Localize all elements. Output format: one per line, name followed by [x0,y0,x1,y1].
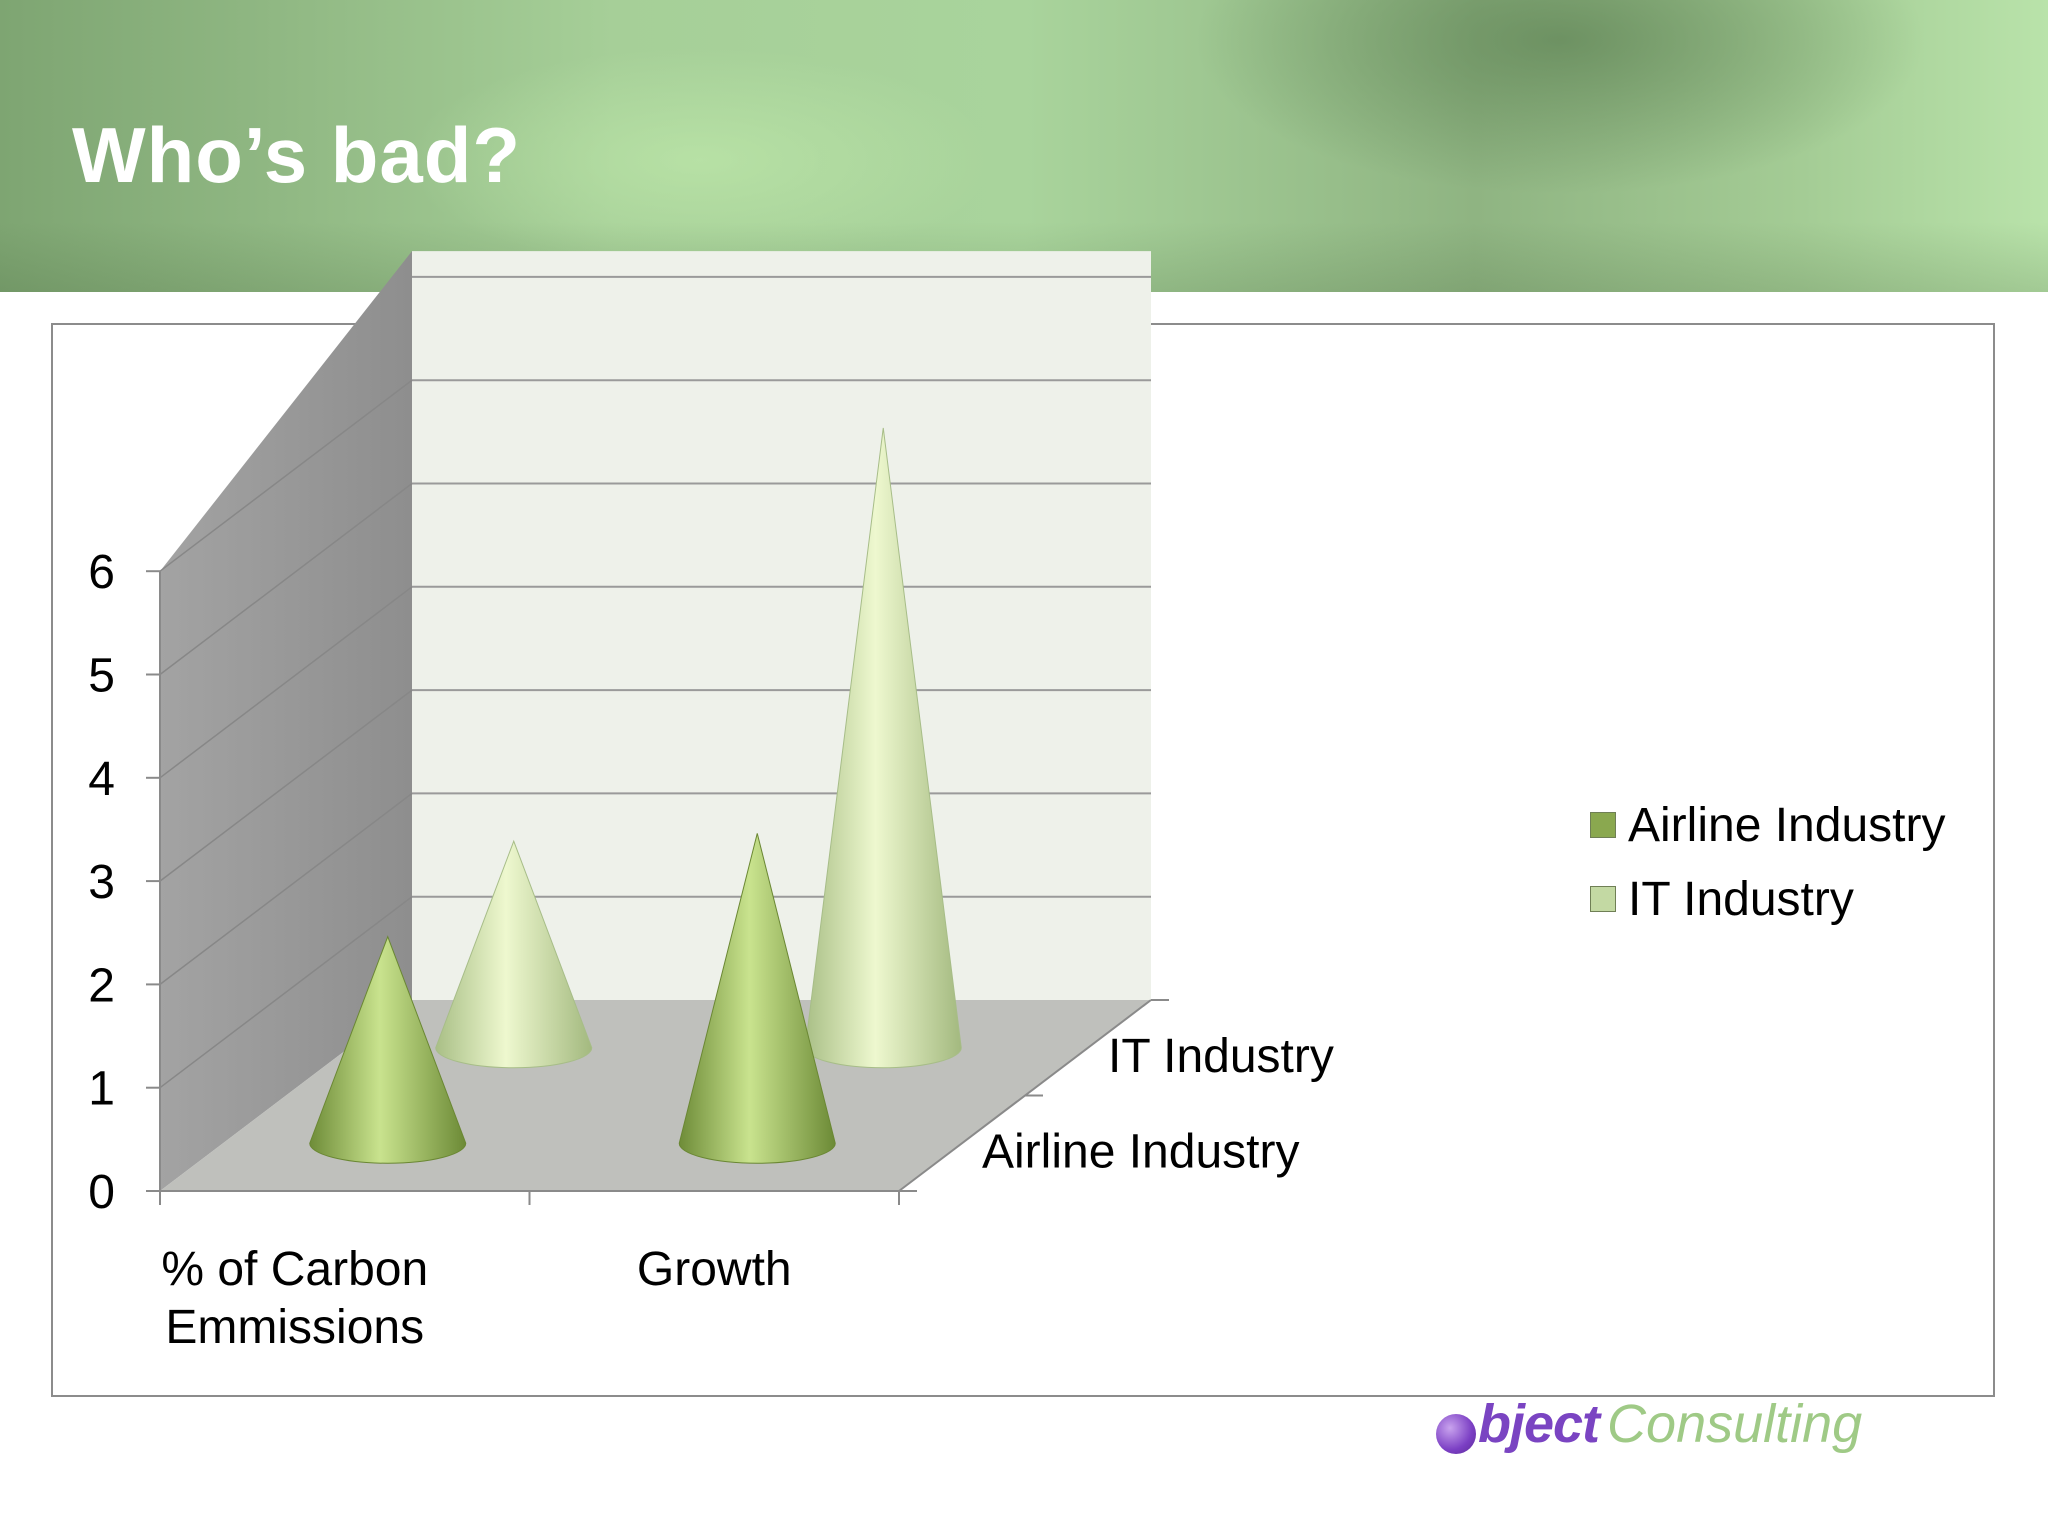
chart-walls [160,251,1151,1191]
depth-label: IT Industry [1108,1030,1334,1083]
y-tick-label: 5 [88,650,115,703]
gridline-side [159,482,413,676]
logo-consulting-word: Consulting [1607,1394,1863,1454]
slide-title: Who’s bad? [72,111,522,199]
y-tick-label: 6 [88,546,115,599]
chart-cones [309,427,962,1164]
cone-it-growth [804,427,962,1069]
cone-body [309,935,467,1164]
category-label: Growth [637,1243,792,1296]
y-tick-label: 1 [88,1063,115,1116]
gridline-side [159,379,413,572]
category-label-line: Emmissions [165,1301,424,1354]
y-tick-label: 4 [88,753,115,806]
logo-object-word: bject [1478,1394,1600,1454]
legend-label-airline: Airline Industry [1628,799,1946,852]
chart-axes [146,570,1169,1205]
cone-it-carbon [435,839,593,1069]
y-tick-label: 2 [88,959,115,1012]
category-label-line: % of Carbon [161,1243,428,1296]
y-tick-label: 3 [88,856,115,909]
gridline-side [159,792,413,985]
side-wall [160,251,412,1191]
chart-labels: 0 1 2 3 4 5 6 % of Carbon Emmissions Growth Airlin… [88,546,1334,1354]
gridline-side [159,586,413,779]
cone-airline-growth [678,833,836,1164]
object-consulting-logo: bject Consulting [1436,1393,1862,1458]
gridline-side [159,896,413,1089]
cone-body [435,839,593,1069]
legend-label-it: IT Industry [1628,873,1854,926]
legend-swatch-airline [1590,812,1616,838]
logo-o-dot [1436,1413,1476,1454]
back-wall [412,251,1151,1000]
category-label: % of Carbon Emmissions [161,1243,428,1354]
cone-body [804,427,962,1069]
cone-airline-carbon [309,935,467,1164]
depth-label: Airline Industry [982,1125,1299,1178]
cone-body [678,833,836,1164]
category-label-line: Growth [637,1243,792,1296]
y-tick-label: 0 [88,1166,115,1219]
legend-swatch-it [1590,886,1616,912]
gridline-side [159,689,413,882]
